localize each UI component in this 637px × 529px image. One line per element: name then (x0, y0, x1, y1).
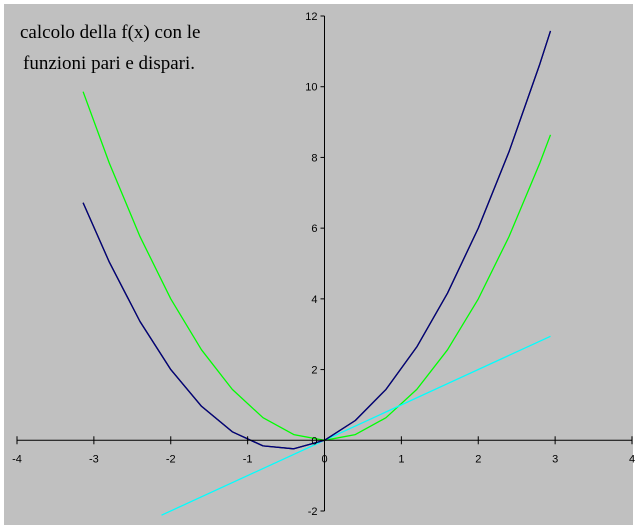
chart-title-line-2: funzioni pari e dispari. (23, 53, 195, 74)
x-tick-label: 4 (629, 453, 635, 465)
y-tick-label: 6 (311, 223, 317, 235)
y-tick-label: 4 (311, 294, 317, 306)
x-tick-label: -2 (166, 453, 176, 465)
plot-area (4, 4, 633, 525)
series-line-2 (161, 335, 551, 516)
y-tick-label: -2 (308, 506, 318, 518)
x-tick-label: -1 (243, 453, 253, 465)
chart-title-line-1: calcolo della f(x) con le (20, 22, 200, 43)
axis-layer (16, 15, 633, 512)
y-tick-label: 0 (311, 435, 317, 447)
x-tick-label: 2 (475, 453, 481, 465)
y-tick-label: 10 (305, 82, 317, 94)
x-tick-label: -3 (89, 453, 99, 465)
x-tick-label: 0 (321, 453, 327, 465)
y-tick-label: 12 (305, 11, 317, 23)
x-tick-label: 3 (552, 453, 558, 465)
y-tick-label: 2 (311, 365, 317, 377)
y-tick-label: 8 (311, 152, 317, 164)
x-tick-label: 1 (398, 453, 404, 465)
x-tick-label: -4 (12, 453, 22, 465)
